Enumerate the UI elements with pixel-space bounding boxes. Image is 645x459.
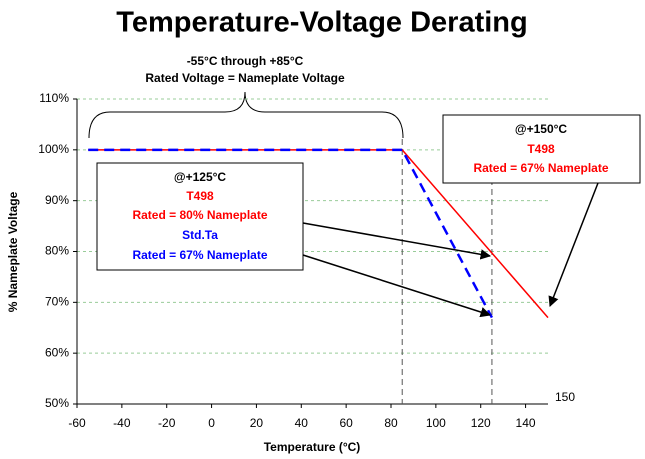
x-tick-label: 0 (208, 416, 215, 430)
y-tick-label: 50% (45, 396, 69, 410)
y-axis-label: % Nameplate Voltage (6, 191, 20, 312)
annotation-box (442, 114, 641, 184)
x-axis-label: Temperature (°C) (264, 440, 361, 454)
arrow (302, 222, 492, 260)
x-tick-label: 60 (339, 416, 353, 430)
arrow (302, 254, 491, 318)
x-tick-label: -20 (158, 416, 176, 430)
annotation: Std.Ta (182, 228, 218, 242)
annotation: T498 (527, 142, 555, 156)
series-line (88, 148, 494, 319)
x-tick-label: 20 (250, 416, 264, 430)
annotation: Rated = 67% Nameplate (132, 248, 267, 262)
annotation: @+150°C (515, 122, 568, 136)
y-tick-label: 60% (45, 345, 69, 359)
annotation: Rated Voltage = Nameplate Voltage (145, 71, 345, 85)
x-tick-label: 80 (384, 416, 398, 430)
x-tick-label: -60 (68, 416, 86, 430)
x-tick-label: 40 (295, 416, 309, 430)
y-tick-label: 90% (45, 193, 69, 207)
y-tick-label: 80% (45, 244, 69, 258)
y-tick-label: 70% (45, 295, 69, 309)
annotation: T498 (186, 189, 214, 203)
annotation: -55°C through +85°C (187, 54, 304, 68)
x-tick-label: 120 (471, 416, 491, 430)
arrow (548, 182, 599, 307)
y-tick-label: 100% (38, 142, 69, 156)
x-tick-label: 100 (426, 416, 446, 430)
x-tick-label: 140 (516, 416, 536, 430)
annotation-box (96, 162, 304, 271)
annotation: Rated = 80% Nameplate (132, 208, 267, 222)
annotation: 150 (555, 390, 575, 404)
brace (88, 91, 404, 139)
chart-title: Temperature-Voltage Derating (116, 7, 527, 39)
x-tick-label: -40 (113, 416, 131, 430)
y-tick-label: 110% (39, 91, 69, 105)
annotation: @+125°C (174, 170, 227, 184)
annotation: Rated = 67% Nameplate (473, 161, 608, 175)
